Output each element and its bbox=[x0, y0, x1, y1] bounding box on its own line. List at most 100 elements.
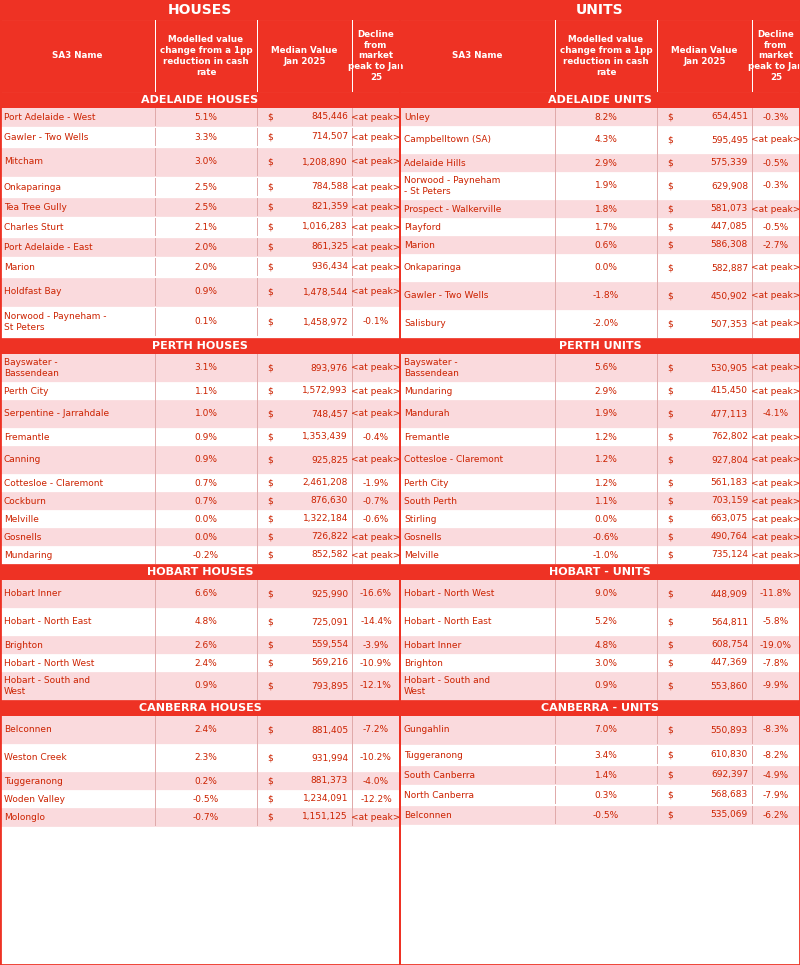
Text: $: $ bbox=[667, 681, 673, 691]
Text: 448,909: 448,909 bbox=[711, 590, 748, 598]
Text: 507,353: 507,353 bbox=[710, 319, 748, 328]
Text: $: $ bbox=[667, 479, 673, 487]
Bar bbox=[0, 92, 400, 108]
Text: Stirling: Stirling bbox=[404, 514, 437, 523]
Text: Onkaparinga: Onkaparinga bbox=[404, 263, 462, 272]
Text: 703,159: 703,159 bbox=[710, 497, 748, 506]
Bar bbox=[0, 278, 400, 306]
Text: Hobart - South and
West: Hobart - South and West bbox=[404, 676, 490, 696]
Bar bbox=[400, 492, 800, 510]
Text: $: $ bbox=[267, 387, 273, 396]
Text: <at peak>: <at peak> bbox=[351, 364, 401, 372]
Text: 6.6%: 6.6% bbox=[194, 590, 218, 598]
Text: 714,507: 714,507 bbox=[311, 132, 348, 142]
Text: 1,016,283: 1,016,283 bbox=[302, 223, 348, 232]
Text: ADELAIDE HOUSES: ADELAIDE HOUSES bbox=[142, 95, 258, 105]
Bar bbox=[0, 0, 400, 20]
Text: 1.9%: 1.9% bbox=[594, 409, 618, 419]
Text: $: $ bbox=[667, 181, 673, 190]
Bar bbox=[257, 20, 258, 92]
Text: $: $ bbox=[667, 240, 673, 250]
Bar bbox=[400, 528, 800, 546]
Text: $: $ bbox=[667, 223, 673, 232]
Bar bbox=[0, 510, 400, 528]
Text: South Perth: South Perth bbox=[404, 497, 457, 506]
Text: 2.3%: 2.3% bbox=[194, 754, 218, 762]
Text: 530,905: 530,905 bbox=[710, 364, 748, 372]
Text: 1,458,972: 1,458,972 bbox=[302, 317, 348, 326]
Bar bbox=[0, 108, 400, 338]
Text: 561,183: 561,183 bbox=[710, 479, 748, 487]
Text: <at peak>: <at peak> bbox=[751, 497, 800, 506]
Text: Hobart - North West: Hobart - North West bbox=[404, 590, 494, 598]
Text: <at peak>: <at peak> bbox=[351, 288, 401, 296]
Text: <at peak>: <at peak> bbox=[351, 813, 401, 821]
Text: Modelled value
change from a 1pp
reduction in cash
rate: Modelled value change from a 1pp reducti… bbox=[560, 36, 652, 76]
Text: $: $ bbox=[267, 113, 273, 122]
Text: -0.7%: -0.7% bbox=[193, 813, 219, 821]
Text: 450,902: 450,902 bbox=[711, 291, 748, 300]
Bar bbox=[0, 654, 400, 672]
Bar bbox=[400, 786, 800, 804]
Bar bbox=[0, 546, 400, 564]
Text: Hobart Inner: Hobart Inner bbox=[4, 590, 62, 598]
Text: Mandurah: Mandurah bbox=[404, 409, 450, 419]
Text: Cockburn: Cockburn bbox=[4, 497, 47, 506]
Text: 0.6%: 0.6% bbox=[594, 240, 618, 250]
Bar bbox=[400, 354, 800, 382]
Bar bbox=[400, 428, 800, 446]
Bar bbox=[352, 20, 353, 92]
Text: Molonglo: Molonglo bbox=[4, 813, 45, 821]
Text: $: $ bbox=[267, 618, 273, 626]
Bar bbox=[0, 108, 400, 126]
Text: 610,830: 610,830 bbox=[710, 751, 748, 759]
Text: 876,630: 876,630 bbox=[310, 497, 348, 506]
Bar bbox=[0, 338, 400, 354]
Text: Brighton: Brighton bbox=[404, 658, 443, 668]
Bar bbox=[0, 808, 400, 826]
Bar bbox=[399, 92, 401, 108]
Text: 0.9%: 0.9% bbox=[594, 681, 618, 691]
Text: Weston Creek: Weston Creek bbox=[4, 754, 66, 762]
Text: -0.2%: -0.2% bbox=[193, 550, 219, 560]
Text: <at peak>: <at peak> bbox=[351, 113, 401, 122]
Text: 1,322,184: 1,322,184 bbox=[302, 514, 348, 523]
Text: $: $ bbox=[667, 432, 673, 442]
Text: $: $ bbox=[267, 182, 273, 191]
Text: $: $ bbox=[667, 364, 673, 372]
Text: Mundaring: Mundaring bbox=[404, 387, 452, 396]
Text: $: $ bbox=[667, 135, 673, 145]
Text: -14.4%: -14.4% bbox=[360, 618, 392, 626]
Text: Gawler - Two Wells: Gawler - Two Wells bbox=[4, 132, 88, 142]
Bar bbox=[400, 172, 800, 200]
Text: 663,075: 663,075 bbox=[710, 514, 748, 523]
Text: Cottesloe - Claremont: Cottesloe - Claremont bbox=[4, 479, 103, 487]
Text: <at peak>: <at peak> bbox=[751, 205, 800, 213]
Text: 925,990: 925,990 bbox=[311, 590, 348, 598]
Text: CANBERRA HOUSES: CANBERRA HOUSES bbox=[138, 703, 262, 713]
Text: $: $ bbox=[667, 533, 673, 541]
Text: 2.0%: 2.0% bbox=[194, 262, 218, 271]
Bar bbox=[0, 428, 400, 446]
Text: -0.1%: -0.1% bbox=[363, 317, 389, 326]
Text: 0.0%: 0.0% bbox=[194, 514, 218, 523]
Text: -0.6%: -0.6% bbox=[593, 533, 619, 541]
Text: $: $ bbox=[267, 514, 273, 523]
Bar bbox=[400, 766, 800, 784]
Text: <at peak>: <at peak> bbox=[351, 182, 401, 191]
Text: <at peak>: <at peak> bbox=[351, 223, 401, 232]
Text: 0.9%: 0.9% bbox=[194, 432, 218, 442]
Text: 925,825: 925,825 bbox=[311, 455, 348, 464]
Text: <at peak>: <at peak> bbox=[351, 242, 401, 252]
Text: Port Adelaide - West: Port Adelaide - West bbox=[4, 113, 95, 122]
Text: Onkaparinga: Onkaparinga bbox=[4, 182, 62, 191]
Text: -0.5%: -0.5% bbox=[593, 811, 619, 819]
Text: 845,446: 845,446 bbox=[311, 113, 348, 122]
Text: <at peak>: <at peak> bbox=[751, 387, 800, 396]
Bar bbox=[0, 218, 400, 236]
Text: PERTH HOUSES: PERTH HOUSES bbox=[152, 341, 248, 351]
Text: $: $ bbox=[667, 658, 673, 668]
Text: $: $ bbox=[667, 618, 673, 626]
Text: $: $ bbox=[667, 590, 673, 598]
Text: <at peak>: <at peak> bbox=[751, 432, 800, 442]
